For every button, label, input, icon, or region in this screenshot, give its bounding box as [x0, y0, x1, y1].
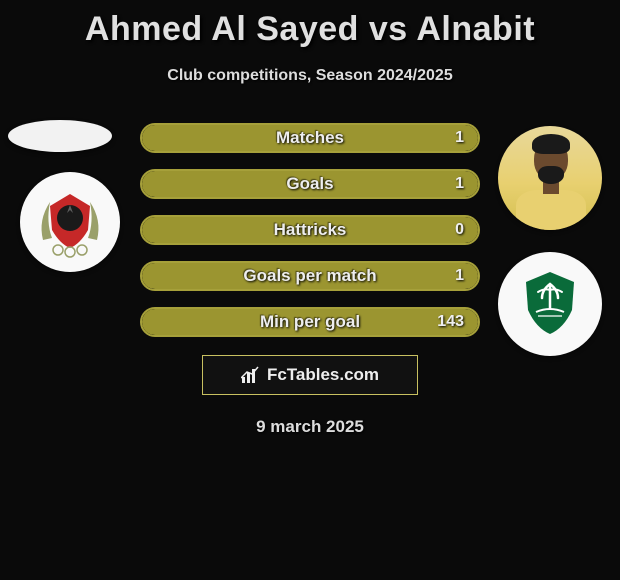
club-crest-icon [508, 262, 592, 346]
club-crest-icon [28, 180, 112, 264]
stat-bar: Hattricks 0 [140, 215, 480, 245]
stat-label: Hattricks [274, 220, 347, 240]
left-player-avatar-placeholder [8, 120, 112, 152]
stat-bar: Min per goal 143 [140, 307, 480, 337]
stat-label: Goals per match [243, 266, 376, 286]
stat-value-right: 143 [437, 313, 464, 331]
stat-bar: Goals 1 [140, 169, 480, 199]
stat-value-right: 1 [455, 175, 464, 193]
branding-box: FcTables.com [202, 355, 418, 395]
branding-label: FcTables.com [267, 365, 379, 385]
left-club-badge [20, 172, 120, 272]
stat-bar: Goals per match 1 [140, 261, 480, 291]
stat-label: Goals [286, 174, 333, 194]
stat-value-right: 1 [455, 129, 464, 147]
bar-chart-icon [241, 366, 263, 384]
right-club-badge [498, 252, 602, 356]
stat-label: Min per goal [260, 312, 360, 332]
right-player-avatar [498, 126, 602, 230]
stat-value-right: 0 [455, 221, 464, 239]
page-title: Ahmed Al Sayed vs Alnabit [0, 0, 620, 49]
stat-value-right: 1 [455, 267, 464, 285]
stat-bar: Matches 1 [140, 123, 480, 153]
stat-label: Matches [276, 128, 344, 148]
subtitle: Club competitions, Season 2024/2025 [0, 67, 620, 85]
date-label: 9 march 2025 [0, 417, 620, 437]
